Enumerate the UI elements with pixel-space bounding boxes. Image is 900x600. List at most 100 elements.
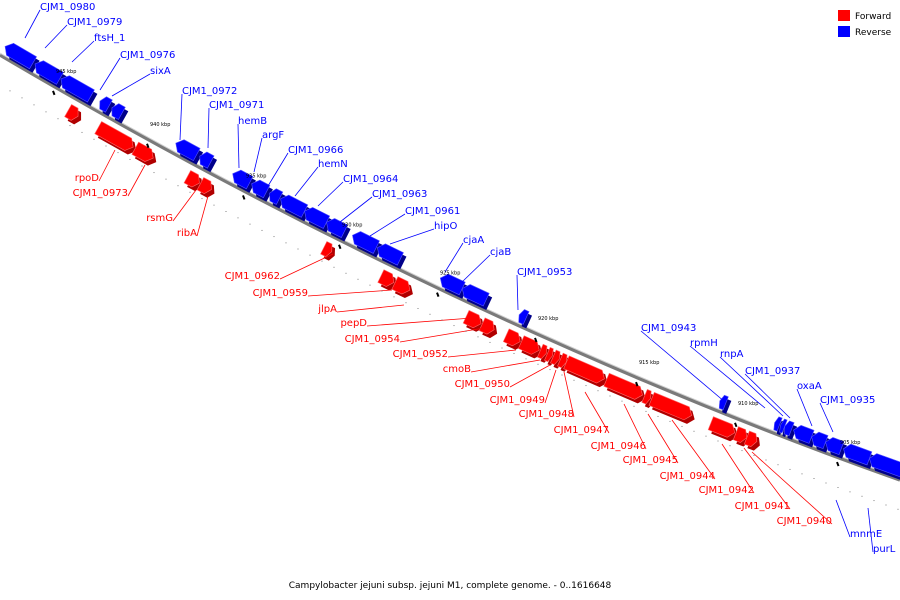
reverse-gene-label: rnpA — [720, 349, 744, 360]
leader-line — [623, 403, 647, 450]
leader-line — [71, 40, 95, 63]
tick-label: 940 kbp — [150, 122, 170, 128]
track-dot — [525, 358, 527, 360]
track-dot — [465, 330, 467, 332]
forward-gene-label: CJM1_0945 — [623, 455, 678, 466]
track-dot — [717, 440, 719, 442]
leader-line — [671, 419, 716, 480]
track-dot — [21, 97, 23, 99]
reverse-gene-16 — [461, 284, 493, 311]
tick-mark — [338, 244, 342, 250]
leader-line — [267, 152, 289, 187]
reverse-gene-23 — [811, 431, 832, 453]
reverse-gene-label: purL — [873, 544, 896, 555]
track-dot — [813, 477, 815, 479]
reverse-gene-label: CJM1_0979 — [67, 17, 122, 28]
tick-mark — [146, 143, 150, 149]
track-dot — [45, 111, 47, 113]
track-dot — [333, 266, 335, 268]
track-dot — [33, 104, 35, 106]
leader-line — [389, 228, 435, 245]
leader-line — [279, 253, 334, 280]
track-dot — [261, 229, 263, 231]
reverse-gene-label: CJM1_0971 — [209, 100, 264, 111]
forward-gene-label: CJM1_0942 — [699, 485, 754, 496]
forward-gene-label: rpoD — [75, 173, 100, 184]
reverse-gene-label: CJM1_0935 — [820, 395, 875, 406]
track-dot — [861, 495, 863, 497]
tick-label: 910 kbp — [738, 401, 758, 407]
leader-line — [751, 451, 833, 525]
leader-line — [544, 369, 557, 404]
reverse-gene-17 — [518, 309, 533, 329]
forward-gene-5 — [320, 241, 336, 261]
leader-line — [470, 359, 541, 373]
forward-gene-9 — [478, 317, 498, 339]
track-dot — [225, 210, 227, 212]
track-dot — [177, 185, 179, 187]
track-dot — [801, 473, 803, 475]
leader-line — [743, 447, 791, 510]
forward-gene-10 — [502, 328, 524, 350]
track-dot — [537, 363, 539, 365]
track-dot — [477, 336, 479, 338]
leader-line — [689, 345, 766, 409]
track-dot — [513, 352, 515, 354]
track-dot — [573, 379, 575, 381]
forward-gene-label: CJM1_0952 — [393, 349, 448, 360]
track-dot — [549, 369, 551, 371]
leader-line — [307, 289, 393, 297]
legend-reverse-label: Reverse — [855, 28, 892, 38]
legend-forward-swatch — [838, 10, 850, 21]
forward-gene-label: CJM1_0940 — [777, 516, 832, 527]
reverse-gene-label: hipO — [434, 221, 457, 232]
track-dot — [69, 125, 71, 127]
track-dot — [837, 486, 839, 488]
reverse-gene-label: oxaA — [797, 381, 822, 392]
track-dot — [561, 374, 563, 376]
leader-line — [179, 93, 183, 141]
track-dot — [345, 272, 347, 274]
track-dot — [501, 347, 503, 349]
track-dot — [777, 464, 779, 466]
reverse-gene-3 — [99, 96, 116, 117]
track-dot — [237, 217, 239, 219]
reverse-gene-label: CJM1_0961 — [405, 206, 460, 217]
leader-line — [819, 402, 834, 433]
leader-line — [111, 73, 151, 97]
forward-gene-label: ribA — [177, 228, 197, 239]
forward-gene-label: CJM1_0946 — [591, 441, 646, 452]
legend: Forward Reverse — [838, 10, 892, 38]
track-dot — [129, 158, 131, 160]
forward-gene-label: CJM1_0941 — [735, 501, 790, 512]
track-dot — [357, 278, 359, 280]
track-dot — [657, 415, 659, 417]
forward-gene-12 — [537, 343, 551, 363]
reverse-gene-4 — [111, 103, 129, 124]
reverse-gene-label: hemN — [318, 159, 348, 170]
track-dot — [849, 491, 851, 493]
forward-gene-11 — [517, 335, 543, 359]
track-dot — [321, 260, 323, 262]
reverse-gene-22 — [793, 425, 818, 448]
track-dot — [669, 420, 671, 422]
leader-line — [721, 443, 755, 494]
reverse-gene-24 — [825, 437, 847, 459]
leader-line — [719, 356, 784, 417]
reverse-gene-label: argF — [262, 130, 284, 141]
leader-line — [44, 24, 68, 49]
track-dot — [753, 454, 755, 456]
forward-gene-2 — [131, 141, 157, 166]
reverse-gene-5 — [175, 139, 204, 165]
track-dot — [417, 308, 419, 310]
leader-line — [99, 57, 121, 91]
tick-mark — [52, 90, 56, 96]
reverse-gene-0 — [4, 42, 40, 73]
forward-gene-22 — [743, 430, 760, 451]
forward-gene-label: rsmG — [146, 213, 173, 224]
leader-line — [207, 107, 210, 149]
leader-line — [369, 213, 406, 237]
forward-gene-label: pepD — [340, 318, 367, 329]
track-dot — [285, 242, 287, 244]
reverse-gene-25 — [843, 443, 875, 469]
